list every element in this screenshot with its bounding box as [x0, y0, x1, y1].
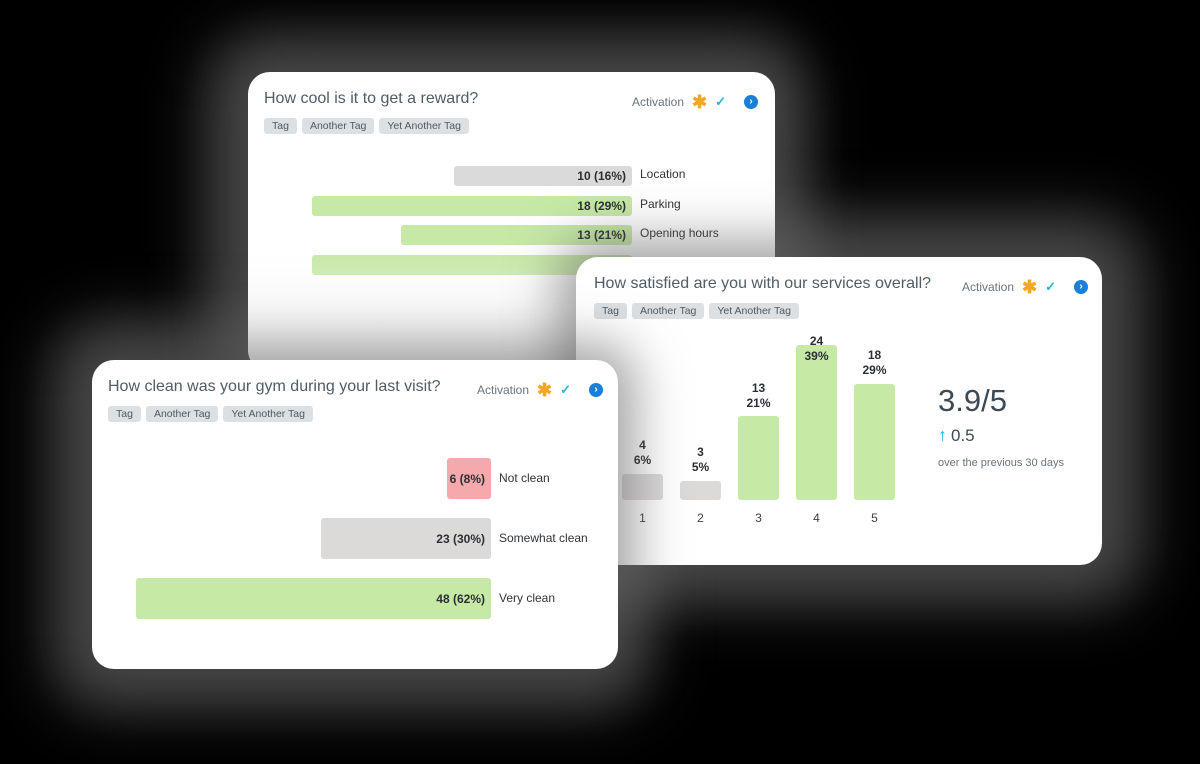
- check-icon: ✓: [560, 382, 572, 397]
- bar-category: 1: [639, 511, 646, 525]
- card-title: How cool is it to get a reward?: [264, 90, 479, 107]
- bar-label: Opening hours: [640, 226, 719, 240]
- cleanliness-question-card: How clean was your gym during your last …: [92, 360, 618, 669]
- bar-rating-4: [796, 345, 837, 500]
- asterisk-icon: ✱: [537, 380, 553, 400]
- bar-parking: 18 (29%): [312, 196, 632, 216]
- activation-label: Activation: [477, 383, 530, 397]
- tag[interactable]: Tag: [264, 118, 297, 134]
- asterisk-icon: ✱: [1022, 277, 1038, 297]
- tag[interactable]: Yet Another Tag: [709, 303, 799, 319]
- bar-rating-1: [622, 474, 663, 500]
- card-title: How clean was your gym during your last …: [108, 378, 441, 395]
- bar-not-clean: 6 (8%): [447, 458, 491, 499]
- tag[interactable]: Yet Another Tag: [223, 406, 313, 422]
- bar-somewhat-clean: 23 (30%): [321, 518, 491, 559]
- bar-opening-hours: 13 (21%): [401, 225, 632, 245]
- bar-rating-2: [680, 481, 721, 500]
- check-icon: ✓: [1045, 279, 1057, 294]
- asterisk-icon: ✱: [692, 92, 708, 112]
- tag-list: Tag Another Tag Yet Another Tag: [108, 406, 313, 422]
- chevron-right-icon[interactable]: ›: [589, 383, 604, 397]
- bar-rating-5: [854, 384, 895, 500]
- activation-label: Activation: [962, 280, 1015, 294]
- tag[interactable]: Another Tag: [145, 406, 219, 422]
- bar-label: Very clean: [499, 591, 556, 605]
- tag[interactable]: Yet Another Tag: [379, 118, 469, 134]
- bar-very-clean: 48 (62%): [136, 578, 491, 619]
- tag[interactable]: Another Tag: [301, 118, 375, 134]
- bar-category: 3: [755, 511, 762, 525]
- chevron-right-icon[interactable]: ›: [1074, 280, 1089, 294]
- chevron-right-icon[interactable]: ›: [744, 95, 759, 109]
- tag-list: Tag Another Tag Yet Another Tag: [264, 118, 469, 134]
- tag-list: Tag Another Tag Yet Another Tag: [594, 303, 799, 319]
- score-change: ↑ 0.5: [938, 425, 975, 446]
- tag[interactable]: Another Tag: [631, 303, 705, 319]
- card-title: How satisfied are you with our services …: [594, 275, 932, 292]
- arrow-up-icon: ↑: [938, 425, 947, 445]
- bar-label: Location: [640, 167, 686, 181]
- comparison-period: over the previous 30 days: [938, 457, 1064, 469]
- card-meta: Activation ✱ ✓ ›: [477, 380, 604, 400]
- card-meta: Activation ✱ ✓ ›: [962, 277, 1089, 297]
- bar-category: 5: [871, 511, 878, 525]
- check-icon: ✓: [715, 94, 727, 109]
- bar-value: 3 5%: [691, 445, 710, 474]
- bar-category: 2: [697, 511, 704, 525]
- tag[interactable]: Tag: [594, 303, 627, 319]
- bar-value: 24 39%: [804, 334, 829, 363]
- card-meta: Activation ✱ ✓ ›: [632, 92, 759, 112]
- bar-value: 18 29%: [862, 348, 887, 377]
- bar-value: 13 21%: [746, 381, 771, 410]
- bar-label: Not clean: [499, 471, 550, 485]
- bar-value: 4 6%: [633, 438, 652, 467]
- bar-location: 10 (16%): [454, 166, 632, 186]
- activation-label: Activation: [632, 95, 685, 109]
- bar-label: Somewhat clean: [499, 531, 588, 545]
- score-change-value: 0.5: [951, 425, 975, 445]
- tag[interactable]: Tag: [108, 406, 141, 422]
- bar-category: 4: [813, 511, 820, 525]
- bar-label: Parking: [640, 197, 681, 211]
- satisfaction-question-card: How satisfied are you with our services …: [576, 257, 1102, 565]
- average-score: 3.9/5: [938, 383, 1007, 418]
- bar-rating-3: [738, 416, 779, 500]
